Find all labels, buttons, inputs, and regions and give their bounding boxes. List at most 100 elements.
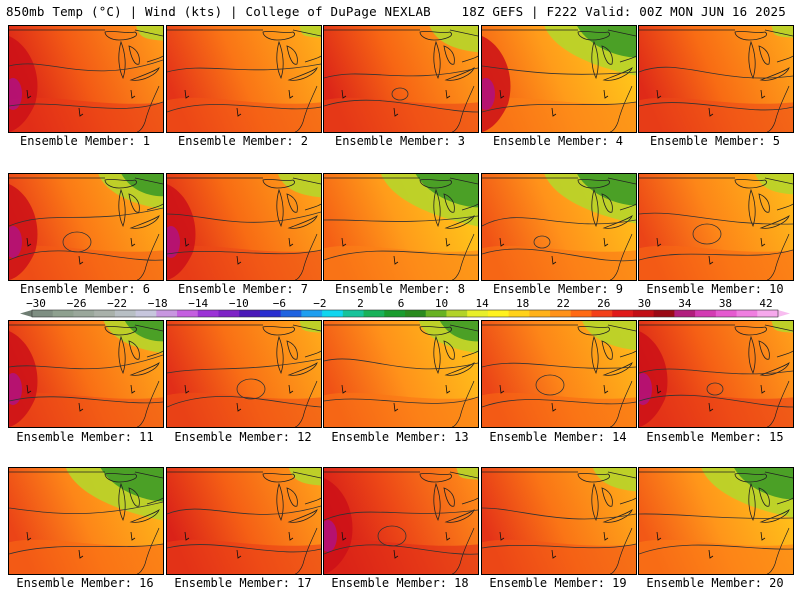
colorbar-swatch — [425, 310, 447, 317]
colorbar-swatch — [695, 310, 717, 317]
ensemble-member-caption: Ensemble Member: 10 — [646, 282, 784, 296]
map-title: 850mb Temp (°C) | Wind (kts) | College o… — [6, 4, 431, 19]
ensemble-member-map — [481, 25, 637, 133]
colorbar-tick-label: 26 — [597, 297, 610, 310]
ensemble-member-map — [8, 173, 164, 281]
ensemble-member-caption: Ensemble Member: 17 — [174, 576, 312, 590]
colorbar-swatch — [591, 310, 613, 317]
ensemble-member-map — [8, 320, 164, 428]
colorbar-swatch — [757, 310, 779, 317]
colorbar-tick-label: 42 — [759, 297, 772, 310]
colorbar-tick-label: 6 — [398, 297, 405, 310]
ensemble-member-map — [323, 320, 479, 428]
ensemble-member-caption: Ensemble Member: 20 — [646, 576, 784, 590]
ensemble-member-map — [166, 25, 322, 133]
colorbar-swatch — [156, 310, 178, 317]
colorbar-tick-label: 38 — [719, 297, 732, 310]
colorbar-right-arrow — [778, 310, 790, 317]
ensemble-member-map — [166, 467, 322, 575]
ensemble-member-caption: Ensemble Member: 18 — [331, 576, 469, 590]
colorbar-swatch — [715, 310, 737, 317]
colorbar-swatch — [197, 310, 219, 317]
colorbar-swatch — [467, 310, 489, 317]
ensemble-member-map — [166, 173, 322, 281]
colorbar-swatch — [259, 310, 282, 317]
ensemble-member-map — [638, 320, 794, 428]
colorbar-swatch — [135, 310, 157, 317]
colorbar-swatch — [736, 310, 758, 317]
colorbar-tick-label: −22 — [107, 297, 127, 310]
colorbar-tick-label: 2 — [357, 297, 364, 310]
colorbar-swatch — [508, 310, 530, 317]
colorbar-swatch — [550, 310, 572, 317]
ensemble-member-caption: Ensemble Member: 19 — [489, 576, 627, 590]
colorbar-swatch — [653, 310, 675, 317]
colorbar-tick-label: 34 — [678, 297, 692, 310]
ensemble-member-caption: Ensemble Member: 11 — [16, 430, 154, 444]
colorbar-swatch — [632, 310, 655, 317]
model-run-info: 18Z GEFS | F222 Valid: 00Z MON JUN 16 20… — [461, 4, 786, 19]
ensemble-member-caption: Ensemble Member: 5 — [649, 134, 781, 148]
colorbar-tick-label: −10 — [229, 297, 249, 310]
colorbar-swatch — [301, 310, 323, 317]
ensemble-member-caption: Ensemble Member: 14 — [489, 430, 627, 444]
colorbar-tick-label: −26 — [67, 297, 87, 310]
ensemble-member-caption: Ensemble Member: 2 — [177, 134, 309, 148]
ensemble-member-caption: Ensemble Member: 3 — [334, 134, 466, 148]
ensemble-member-map — [8, 467, 164, 575]
temperature-colorbar: −30 −26 −22 −18 −14 −10 −6 −2 2 6 10 14 18 22 26 30 34 38… — [20, 297, 790, 318]
colorbar-left-arrow — [20, 310, 32, 317]
ensemble-member-caption: Ensemble Member: 1 — [19, 134, 151, 148]
colorbar-swatch — [384, 310, 406, 317]
ensemble-member-caption: Ensemble Member: 15 — [646, 430, 784, 444]
ensemble-member-caption: Ensemble Member: 13 — [331, 430, 469, 444]
ensemble-member-caption: Ensemble Member: 12 — [174, 430, 312, 444]
colorbar-swatch — [529, 310, 551, 317]
colorbar-tick-label: 18 — [516, 297, 529, 310]
colorbar-swatch — [32, 310, 54, 317]
ensemble-member-map — [323, 173, 479, 281]
colorbar-swatch — [363, 310, 385, 317]
colorbar-tick-label: −18 — [148, 297, 168, 310]
colorbar-tick-label: 14 — [475, 297, 489, 310]
colorbar-swatch — [280, 310, 302, 317]
colorbar-tick-label: 10 — [435, 297, 448, 310]
ensemble-member-map — [166, 320, 322, 428]
ensemble-member-map — [638, 467, 794, 575]
colorbar-swatch — [322, 310, 344, 317]
colorbar-swatch — [570, 310, 592, 317]
ensemble-member-caption: Ensemble Member: 6 — [19, 282, 151, 296]
ensemble-member-map — [481, 467, 637, 575]
ensemble-member-map — [323, 467, 479, 575]
colorbar-swatch — [405, 310, 427, 317]
ensemble-member-map — [481, 173, 637, 281]
ensemble-member-caption: Ensemble Member: 7 — [177, 282, 309, 296]
colorbar-swatch — [218, 310, 240, 317]
ensemble-member-caption: Ensemble Member: 8 — [334, 282, 466, 296]
colorbar-tick-label: −14 — [188, 297, 208, 310]
colorbar-swatch — [114, 310, 137, 317]
colorbar-tick-label: −30 — [26, 297, 46, 310]
colorbar-swatch — [612, 310, 634, 317]
colorbar-swatch — [73, 310, 95, 317]
colorbar-swatch — [342, 310, 364, 317]
colorbar-tick-label: −2 — [313, 297, 326, 310]
colorbar-swatch — [177, 310, 199, 317]
ensemble-member-caption: Ensemble Member: 9 — [492, 282, 624, 296]
ensemble-member-map — [638, 173, 794, 281]
ensemble-member-map — [8, 25, 164, 133]
colorbar-swatch — [94, 310, 116, 317]
colorbar-tick-label: 30 — [638, 297, 651, 310]
colorbar-swatch — [446, 310, 468, 317]
ensemble-member-map — [323, 25, 479, 133]
ensemble-member-caption: Ensemble Member: 4 — [492, 134, 624, 148]
colorbar-tick-label: −6 — [273, 297, 286, 310]
colorbar-swatch — [239, 310, 261, 317]
colorbar-swatch — [674, 310, 696, 317]
colorbar-swatch — [487, 310, 510, 317]
ensemble-member-map — [481, 320, 637, 428]
ensemble-member-map — [638, 25, 794, 133]
colorbar-tick-label: 22 — [557, 297, 570, 310]
colorbar-swatch — [52, 310, 74, 317]
ensemble-member-caption: Ensemble Member: 16 — [16, 576, 154, 590]
